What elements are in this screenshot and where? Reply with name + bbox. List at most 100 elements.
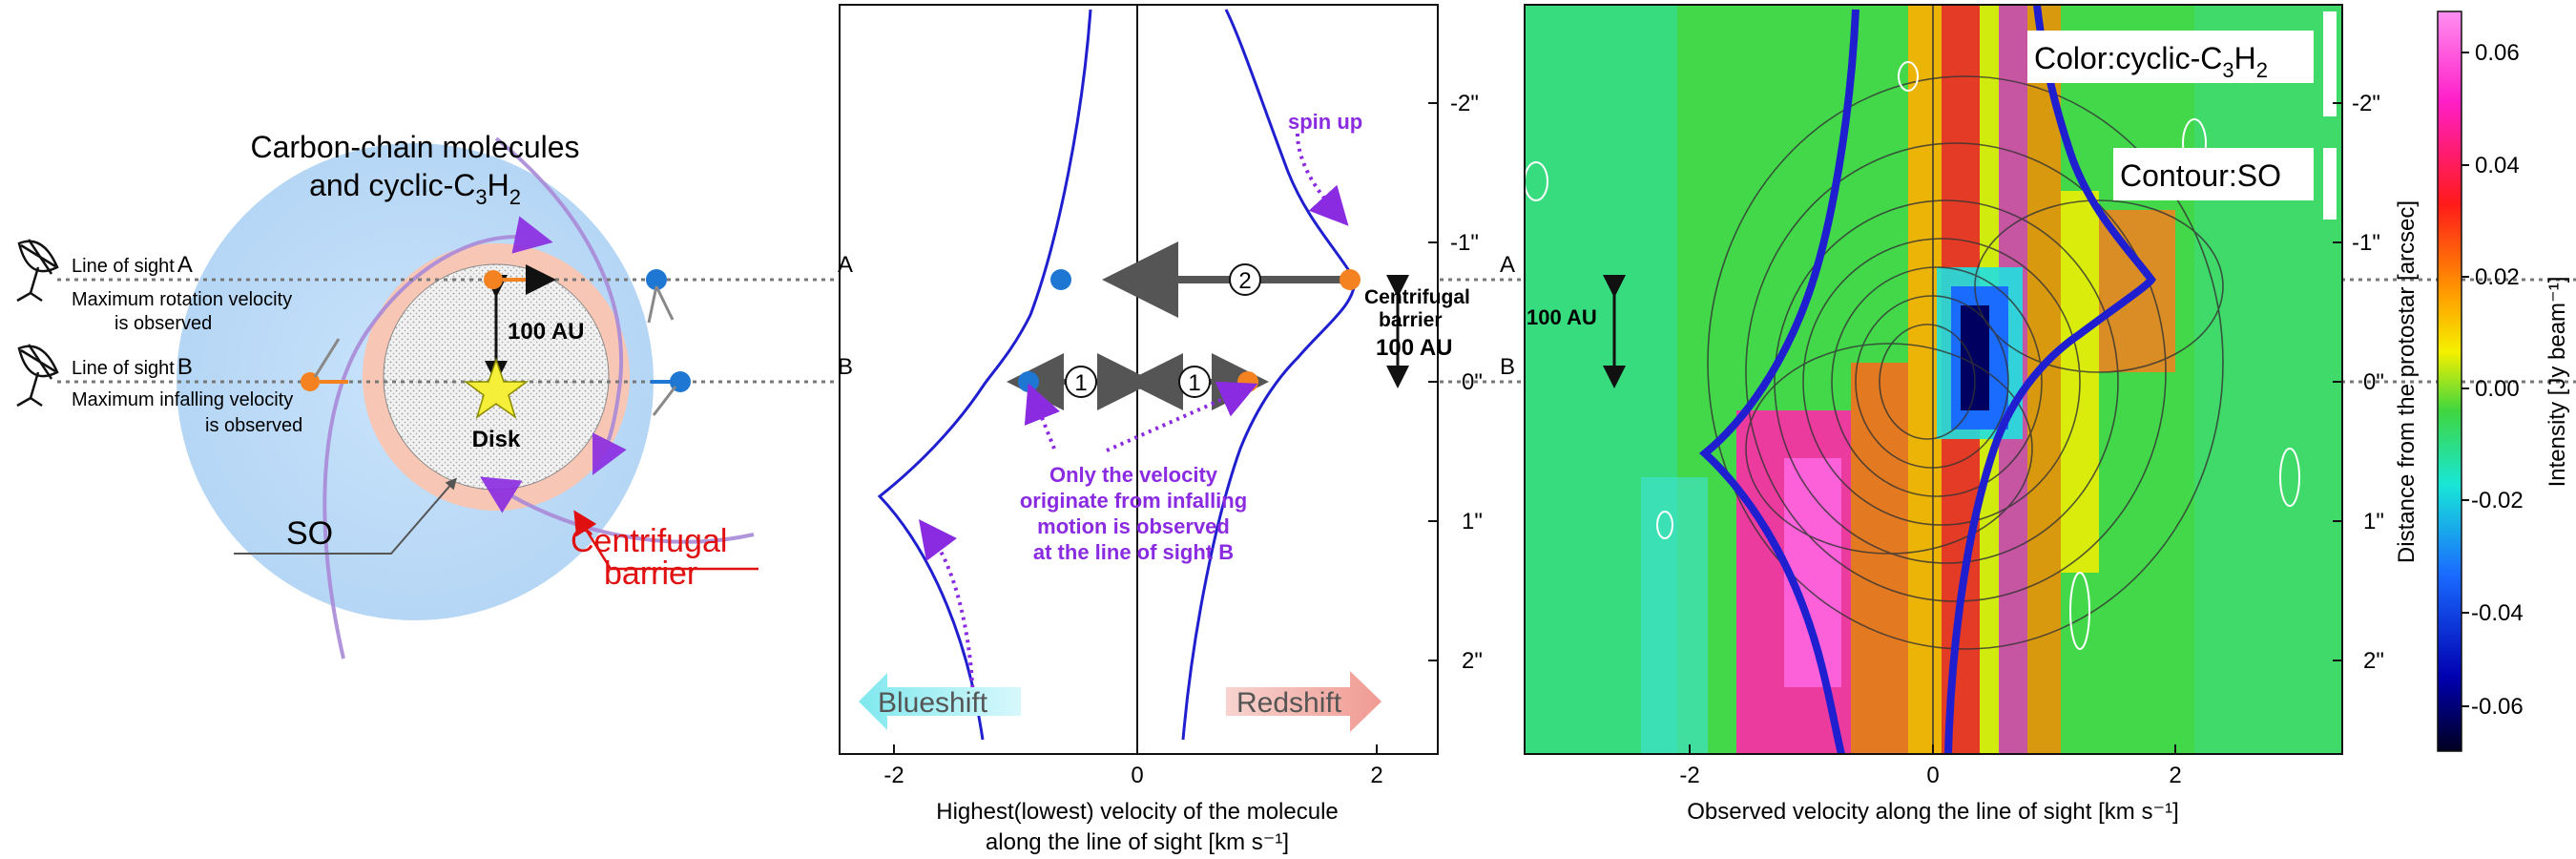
middle-x-tick-label: 0: [1131, 763, 1143, 788]
scale-label: 100 AU: [508, 319, 584, 345]
middle-y-tick-label: 1": [1462, 509, 1483, 534]
redshift-arrow: [1226, 671, 1381, 732]
blue-dot: [1050, 269, 1071, 290]
telescope-icon: [16, 344, 59, 408]
colorbar-tick-label: 0.00: [2475, 376, 2520, 402]
so-contour: [1879, 324, 1976, 440]
middle-x-tick-label: -2: [883, 763, 904, 788]
los-a-label: Line of sight A: [72, 252, 193, 278]
color-label: Color:cyclic-C3H2: [2034, 41, 2268, 82]
protostar-icon: [463, 357, 530, 419]
note-line4: at the line of sight B: [1033, 540, 1234, 564]
middle-y-tick-label: -1": [1450, 230, 1479, 256]
map-patch: [1961, 305, 1989, 410]
left-title-line2: and cyclic-C3H2: [309, 168, 521, 209]
negative-contour: [1898, 61, 1919, 92]
middle-diagram: [839, 4, 1439, 755]
right-y-axis-label: Distance from the protostar [arcsec]: [2394, 200, 2420, 563]
right-y-tick-label: 1": [2363, 509, 2384, 534]
colorbar-tick-label: 0.06: [2475, 40, 2520, 66]
so-contour: [1745, 142, 2167, 602]
so-contour: [1802, 238, 2081, 526]
los-b-desc2: is observed: [205, 415, 302, 436]
barrier-pointer: [573, 510, 758, 571]
right-x-tick-label: -2: [1679, 763, 1699, 788]
right-y-tick-label: 2": [2363, 648, 2384, 674]
pv-map: [1524, 4, 2343, 755]
so-contour: [1855, 295, 2009, 469]
so-contour: [1745, 343, 2033, 555]
barrier-label-line1: Centrifugal: [571, 523, 727, 559]
centrifugal-label-3: 100 AU: [1376, 335, 1452, 361]
so-contour: [1831, 266, 2043, 497]
disk-label: Disk: [472, 427, 521, 452]
right-scale-label: 100 AU: [1527, 305, 1597, 329]
blue-dot: [646, 269, 667, 290]
negative-contour: [2069, 572, 2090, 650]
right-label-b: B: [1500, 354, 1515, 380]
so-contour: [1774, 199, 2119, 564]
marker-1-text: 1: [1074, 370, 1087, 396]
los-a-desc2: is observed: [114, 313, 212, 334]
middle-label-b: B: [838, 354, 853, 380]
orange-dot: [484, 270, 503, 289]
colorbar: [2437, 10, 2469, 752]
left-schematic: [16, 136, 2576, 660]
blueshift-arrow: [859, 673, 1021, 730]
middle-y-tick-label: 2": [1462, 648, 1483, 674]
so-contour: [1707, 75, 2224, 650]
centrifugal-label-1: Centrifugal: [1364, 286, 1470, 308]
model-curve-red: [1698, 9, 1859, 754]
middle-label-a: A: [838, 252, 853, 278]
right-label-a: A: [1500, 252, 1515, 278]
map-patch: [1851, 363, 1908, 754]
middle-x-tick-label: 2: [1370, 763, 1382, 788]
right-x-tick-label: 0: [1926, 763, 1939, 788]
marker-2-circle: [1229, 263, 1261, 296]
spin-up-arrow: [1296, 133, 1349, 226]
marker-1-circle: [1178, 366, 1211, 398]
infall-trajectory-2: [494, 136, 627, 475]
velocity-component-arrow: [654, 285, 675, 321]
contour-label: Contour:SO: [2120, 158, 2281, 193]
colorbar-tick-label: 0.02: [2475, 264, 2520, 290]
orange-dot: [1340, 269, 1361, 290]
spin-up-label: spin up: [1288, 110, 1362, 134]
velocity-component-arrow: [313, 338, 341, 378]
box-tab: [2323, 11, 2337, 116]
right-x-tick-label: 2: [2169, 763, 2181, 788]
right-y-tick-label: -2": [2352, 91, 2380, 116]
so-label: SO: [286, 515, 333, 552]
colorbar-tick-label: -0.02: [2471, 488, 2524, 513]
infall-trajectory: [322, 216, 553, 660]
contour-label-box: [2113, 148, 2314, 200]
note-arrow: [1106, 381, 1258, 452]
colorbar-label: Intensity [Jy beam⁻¹]: [2545, 277, 2570, 488]
note-line2: originate from infalling: [1020, 489, 1247, 513]
note-arrow: [1024, 383, 1060, 450]
blue-dot: [1018, 371, 1039, 392]
middle-y-tick-label: 0": [1462, 369, 1483, 395]
centrifugal-label-2: barrier: [1379, 309, 1443, 331]
map-patch: [1641, 477, 1708, 754]
so-contour: [1974, 199, 2224, 373]
note-line1: Only the velocity: [1049, 463, 1218, 487]
colorbar-tick-label: -0.06: [2471, 694, 2524, 720]
colorbar-tick-label: 0.04: [2475, 153, 2520, 178]
colorbar-tick-label: -0.04: [2471, 600, 2524, 626]
negative-contour: [1656, 511, 1673, 539]
infall-trajectory-3: [480, 476, 755, 544]
color-label-box: [2027, 31, 2314, 83]
middle-y-tick-label: -2": [1450, 91, 1479, 116]
marker-1-circle: [1065, 366, 1097, 398]
blueshift-label: Blueshift: [878, 687, 988, 719]
marker-1-text: 1: [1188, 370, 1200, 396]
marker-2-text: 2: [1238, 268, 1251, 294]
los-a-desc1: Maximum rotation velocity: [72, 289, 292, 310]
telescope-icon: [16, 239, 59, 303]
redshift-label: Redshift: [1236, 687, 1342, 719]
middle-x-axis-label-2: along the line of sight [km s⁻¹]: [986, 829, 1289, 855]
barrier-label-line2: barrier: [604, 555, 697, 592]
los-b-label: Line of sight B: [72, 354, 193, 380]
note-line3: motion is observed: [1037, 514, 1230, 538]
